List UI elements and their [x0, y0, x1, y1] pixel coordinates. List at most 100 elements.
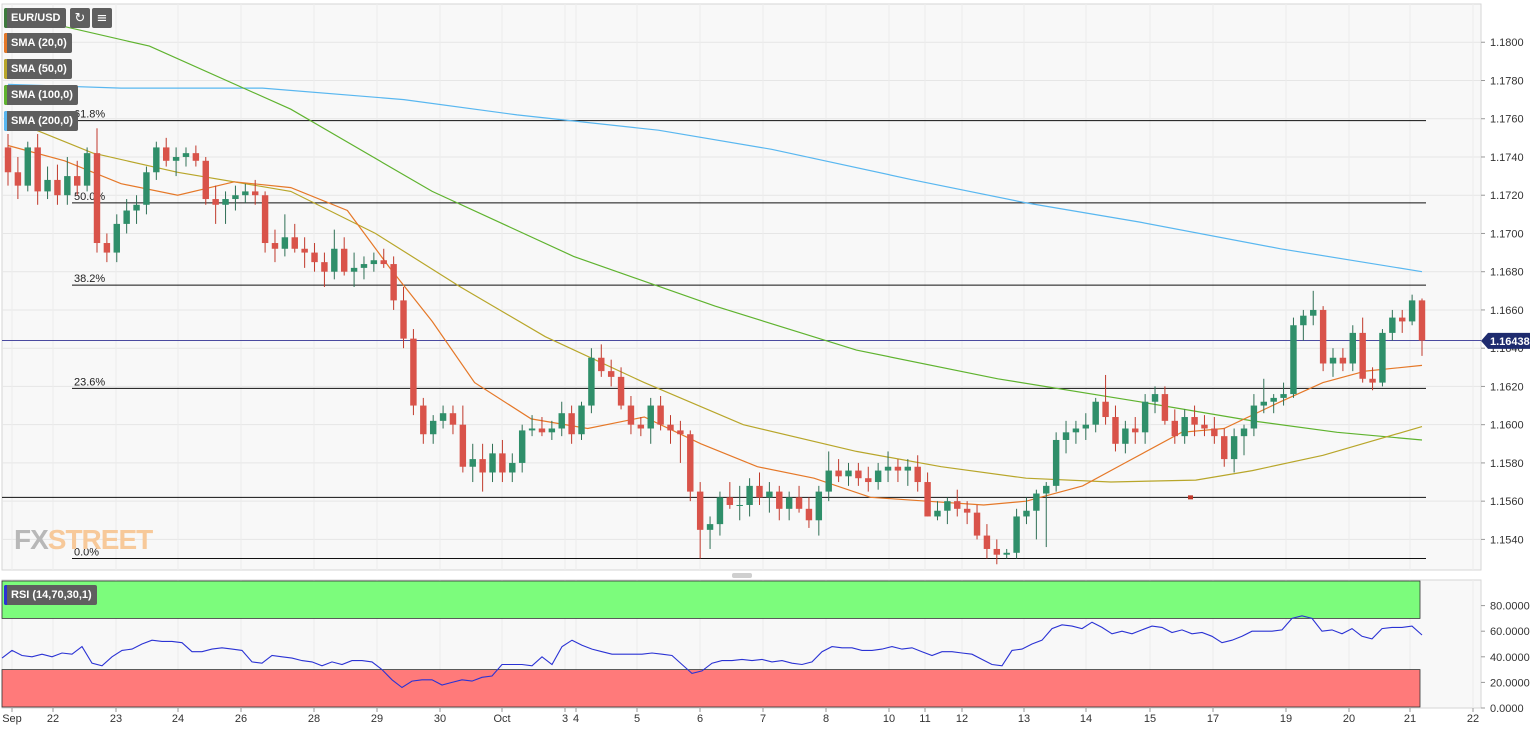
candle [845, 462, 852, 486]
candle [1052, 432, 1060, 492]
candle-body [1379, 332, 1386, 383]
time-tick-label: 6 [697, 713, 703, 725]
candle-body [865, 478, 872, 483]
candle [271, 229, 279, 263]
rsi-line [1, 615, 1423, 689]
candle [1013, 508, 1020, 559]
candle [983, 524, 991, 559]
legend-sma-200-label: SMA (200,0) [11, 115, 73, 127]
candle-body [172, 156, 180, 161]
candle [281, 214, 289, 257]
time-tick-label: 19 [1280, 713, 1292, 725]
candle-body [34, 147, 41, 192]
time-tick-label: 11 [919, 713, 930, 725]
candle-body [271, 243, 279, 249]
candle [1369, 367, 1376, 391]
candle-body [647, 405, 654, 429]
price-tick-label: 1.1580 [1490, 458, 1524, 470]
candle [746, 478, 753, 517]
candle [509, 453, 516, 483]
legend-sma-50[interactable]: SMA (50,0) [4, 59, 72, 79]
candle [429, 415, 437, 444]
candle [657, 395, 664, 431]
candle-body [776, 491, 783, 509]
symbol-label[interactable]: EUR/USD [4, 8, 66, 28]
candle-body [133, 204, 140, 211]
candle [1349, 325, 1356, 372]
legend-sma-200[interactable]: SMA (200,0) [4, 111, 78, 131]
candle-body [489, 453, 496, 473]
candle [499, 439, 506, 483]
candle [410, 329, 417, 416]
candle [1181, 409, 1188, 444]
candle-body [192, 153, 200, 161]
candle-body [54, 179, 61, 196]
candle [251, 179, 259, 205]
fib-label: 23.6% [74, 376, 105, 388]
candle-body [1052, 439, 1060, 486]
candle [667, 415, 674, 444]
candle-body [103, 243, 111, 253]
legend-sma-100[interactable]: SMA (100,0) [4, 85, 78, 105]
legend-rsi[interactable]: RSI (14,70,30,1) [4, 585, 97, 605]
candle-body [113, 223, 120, 253]
candle-body [845, 470, 852, 477]
candle [291, 223, 298, 253]
candle [904, 459, 912, 486]
fib-label: 38.2% [74, 273, 105, 285]
refresh-icon[interactable]: ↻ [70, 8, 90, 28]
price-tick-label: 1.1560 [1490, 496, 1524, 508]
candle-body [835, 470, 842, 477]
candle [232, 185, 239, 211]
candle [449, 405, 457, 435]
candle [1339, 348, 1347, 372]
candle [1132, 417, 1139, 444]
candle-body [934, 510, 941, 517]
candle-body [1290, 325, 1297, 395]
fib-label: 61.8% [74, 109, 105, 121]
candle-body [538, 428, 546, 433]
rsi-swatch [4, 585, 7, 605]
candle-body [1221, 436, 1228, 460]
candle [74, 160, 81, 196]
legend-rsi-label: RSI (14,70,30,1) [11, 589, 92, 601]
candle-body [944, 501, 951, 511]
candle-body [429, 420, 437, 435]
candle-body [499, 453, 506, 473]
candle-body [687, 434, 694, 492]
candle-body [785, 497, 793, 509]
candle [469, 443, 476, 483]
candle-body [479, 459, 486, 473]
candle-body [400, 300, 407, 339]
candle [874, 462, 882, 490]
candle-body [251, 191, 259, 196]
candle [1171, 409, 1179, 444]
candle [558, 401, 565, 437]
candle [1359, 317, 1366, 383]
time-tick-label: 26 [235, 713, 247, 725]
fib-label: 0.0% [74, 547, 99, 559]
candle-body [1043, 485, 1050, 494]
candle [350, 252, 358, 287]
legend-sma-20[interactable]: SMA (20,0) [4, 33, 72, 53]
candle [835, 459, 842, 483]
candle-body [1260, 401, 1268, 406]
chart-settings-icon[interactable]: ≡ [92, 8, 112, 28]
candle-body [973, 512, 981, 536]
candle-body [123, 210, 130, 224]
candle [202, 156, 209, 205]
candle [687, 430, 694, 502]
fxstreet-watermark: FXSTREET [14, 524, 153, 556]
candle [1379, 329, 1386, 387]
rsi-tick-label: 20.0000 [1490, 677, 1530, 689]
candle-body [1151, 394, 1159, 402]
candle-body [281, 237, 289, 249]
panel-resize-handle[interactable] [732, 573, 752, 578]
candle [301, 237, 308, 268]
rsi-tick-label: 40.0000 [1490, 652, 1530, 664]
candle-body [924, 482, 931, 517]
candle-body [1181, 417, 1188, 437]
candle-body [1201, 424, 1208, 429]
candle [1072, 420, 1080, 444]
